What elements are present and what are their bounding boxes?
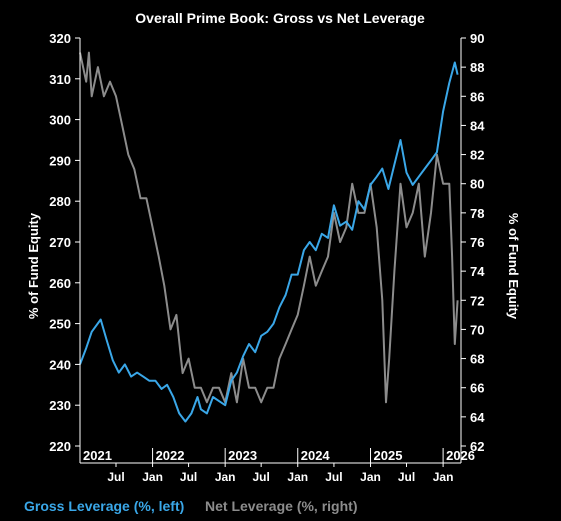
- y-right-tick-label: 78: [470, 206, 484, 221]
- net-leverage-line: [79, 51, 459, 404]
- legend-net-leverage: Net Leverage (%, right): [205, 498, 357, 514]
- x-month-tick-label: Jan: [360, 470, 381, 484]
- y-left-tick-label: 220: [49, 439, 71, 454]
- y-axis-right-label: % of Fund Equity: [506, 213, 521, 320]
- y-left-tick-label: 310: [49, 72, 71, 87]
- x-month-tick-label: Jul: [180, 470, 197, 484]
- x-month-tick-label: Jan: [215, 470, 236, 484]
- y-right-tick-label: 66: [470, 381, 484, 396]
- y-right-tick-label: 86: [470, 89, 484, 104]
- y-right-tick-label: 80: [470, 177, 484, 192]
- gross-leverage-line: [79, 61, 459, 423]
- x-year-label: 2022: [156, 448, 185, 463]
- y-right-tick-label: 76: [470, 235, 484, 250]
- x-month-tick-label: Jan: [287, 470, 308, 484]
- y-left-tick-label: 290: [49, 153, 71, 168]
- chart-title: Overall Prime Book: Gross vs Net Leverag…: [135, 10, 425, 26]
- y-left-tick-label: 280: [49, 194, 71, 209]
- x-year-label: 2021: [83, 448, 112, 463]
- x-month-tick-label: Jul: [325, 470, 342, 484]
- x-month-tick-label: Jul: [107, 470, 124, 484]
- x-year-label: 2023: [228, 448, 257, 463]
- x-year-label: 2024: [301, 448, 331, 463]
- x-month-tick-label: Jul: [252, 470, 269, 484]
- y-right-tick-label: 70: [470, 322, 484, 337]
- x-year-label: 2025: [374, 448, 403, 463]
- y-left-tick-label: 270: [49, 235, 71, 250]
- y-left-tick-label: 240: [49, 357, 71, 372]
- legend-gross-leverage: Gross Leverage (%, left): [24, 498, 184, 514]
- y-axis-left-label: % of Fund Equity: [26, 212, 41, 319]
- y-right-tick-label: 62: [470, 439, 484, 454]
- y-right-tick-label: 74: [470, 264, 485, 279]
- y-left-tick-label: 250: [49, 317, 71, 332]
- x-month-tick-label: Jul: [398, 470, 415, 484]
- y-left-tick-label: 320: [49, 31, 71, 46]
- y-right-tick-label: 82: [470, 148, 484, 163]
- x-month-tick-label: Jan: [433, 470, 454, 484]
- y-right-tick-label: 84: [470, 118, 485, 133]
- y-right-tick-label: 68: [470, 352, 484, 367]
- y-right-tick-label: 88: [470, 60, 484, 75]
- y-left-tick-label: 300: [49, 113, 71, 128]
- y-left-tick-label: 260: [49, 276, 71, 291]
- y-right-tick-label: 72: [470, 293, 484, 308]
- x-year-label: 2026: [446, 448, 475, 463]
- y-right-tick-label: 90: [470, 31, 484, 46]
- y-right-tick-label: 64: [470, 410, 485, 425]
- y-left-tick-label: 230: [49, 398, 71, 413]
- x-month-tick-label: Jan: [142, 470, 163, 484]
